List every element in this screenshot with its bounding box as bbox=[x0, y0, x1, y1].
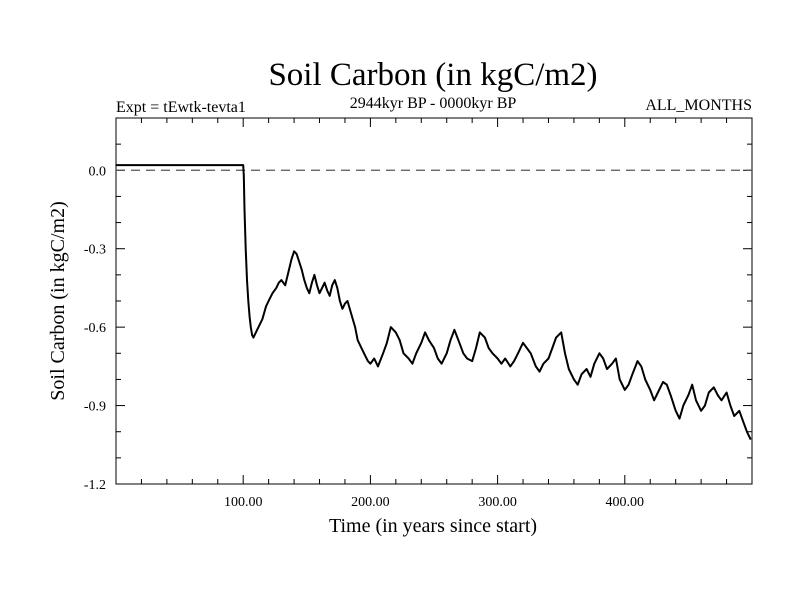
axis-ticks bbox=[116, 118, 752, 484]
x-tick-label: 400.00 bbox=[606, 495, 645, 510]
x-tick-labels: 100.00 200.00 300.00 400.00 bbox=[224, 495, 644, 510]
y-axis-label: Soil Carbon (in kgC/m2) bbox=[47, 201, 69, 400]
plot-frame bbox=[115, 117, 753, 485]
y-tick-labels: 0.0 -0.3 -0.6 -0.9 -1.2 bbox=[84, 164, 106, 493]
experiment-label: Expt = tEwtk-tevta1 bbox=[116, 99, 246, 116]
x-tick-label: 100.00 bbox=[224, 495, 263, 510]
chart-title: Soil Carbon (in kgC/m2) bbox=[268, 57, 597, 93]
y-tick-label: 0.0 bbox=[89, 164, 107, 179]
x-tick-label: 300.00 bbox=[478, 495, 517, 510]
y-tick-label: -1.2 bbox=[84, 478, 106, 493]
period-label: 2944kyr BP - 0000kyr BP bbox=[350, 95, 517, 112]
y-tick-label: -0.9 bbox=[84, 400, 106, 415]
months-label: ALL_MONTHS bbox=[645, 97, 752, 114]
y-tick-label: -0.6 bbox=[84, 321, 106, 336]
x-tick-label: 200.00 bbox=[351, 495, 390, 510]
series-line-soil-carbon bbox=[116, 164, 752, 441]
y-tick-label: -0.3 bbox=[84, 243, 106, 258]
x-axis-label: Time (in years since start) bbox=[329, 515, 537, 537]
